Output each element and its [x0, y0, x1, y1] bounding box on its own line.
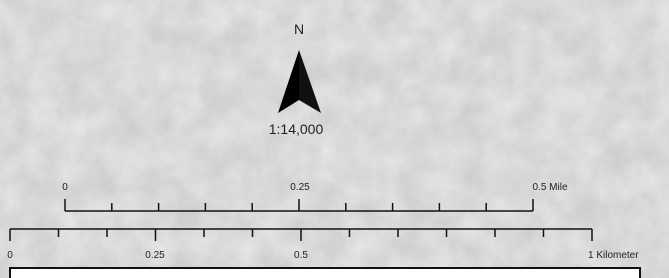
north-label: N — [294, 21, 304, 37]
bar-label: 0.25 — [290, 182, 310, 193]
page: N 1:14,000 0 0.25 0.5 Mile 0 0.25 0.5 1 Kilom… — [0, 0, 669, 278]
imagery-texture — [0, 0, 669, 278]
bar-label: 0.5 — [294, 250, 308, 261]
bar-label: 0 — [62, 182, 68, 193]
map-layout: N 1:14,000 0 0.25 0.5 Mile 0 0.25 0.5 1 Kilom… — [0, 0, 669, 278]
bar-label: 0.5 Mile — [532, 182, 567, 193]
bar-label: 0 — [7, 250, 13, 261]
bar-label: 0.25 — [145, 250, 165, 261]
scale-text: 1:14,000 — [269, 121, 324, 137]
bar-label: 1 Kilometer — [588, 250, 639, 261]
legend-box — [10, 268, 640, 278]
